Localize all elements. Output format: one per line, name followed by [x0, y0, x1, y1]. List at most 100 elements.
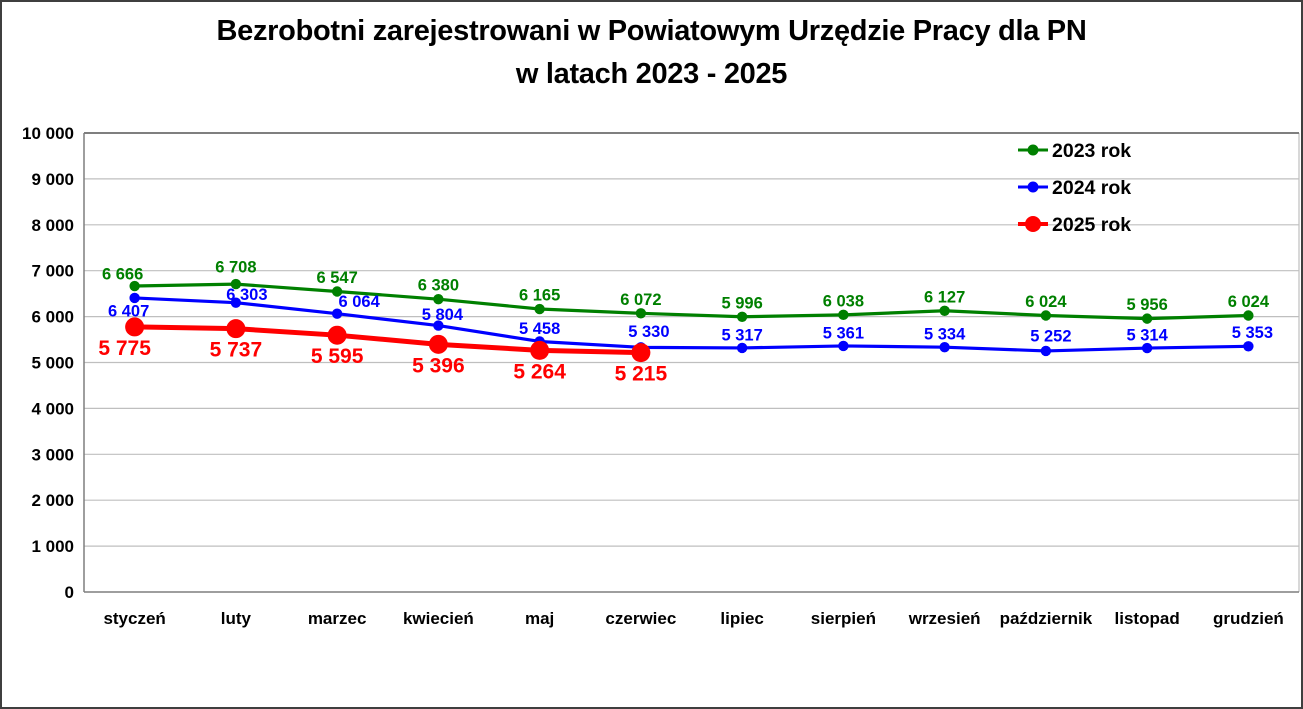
legend-marker — [1027, 181, 1039, 193]
x-category-label: kwiecień — [403, 609, 474, 628]
point-marker — [226, 319, 246, 339]
point-marker — [331, 286, 343, 297]
point-marker — [327, 325, 347, 345]
data-label: 5 996 — [721, 294, 762, 312]
data-label: 5 804 — [422, 306, 464, 324]
point-marker — [331, 308, 343, 319]
y-tick-label: 9 000 — [31, 170, 74, 189]
data-label: 6 165 — [519, 287, 560, 305]
y-tick-label: 5 000 — [31, 354, 74, 373]
legend-item-2023-rok: 2023 rok — [1018, 140, 1131, 162]
point-marker — [230, 278, 242, 290]
y-tick-label: 0 — [65, 583, 74, 602]
data-label: 5 334 — [924, 326, 966, 344]
point-marker — [939, 341, 950, 353]
point-marker — [939, 305, 950, 316]
data-label: 6 303 — [226, 286, 267, 304]
y-tick-label: 2 000 — [31, 491, 74, 510]
x-category-label: wrzesień — [908, 609, 981, 628]
legend-label: 2025 rok — [1052, 214, 1131, 236]
point-marker — [129, 280, 140, 292]
legend-item-2025-rok: 2025 rok — [1018, 214, 1131, 236]
point-marker — [635, 308, 647, 319]
series-2025-rok: 5 775 5 737 5 595 5 396 5 264 5 215 — [98, 317, 668, 386]
point-marker — [433, 293, 444, 305]
point-marker — [1141, 342, 1153, 354]
chart-title-line2: w latach 2023 - 2025 — [515, 58, 788, 90]
legend-marker — [1025, 216, 1041, 232]
legend-item-2024-rok: 2024 rok — [1018, 177, 1131, 199]
legend-label: 2023 rok — [1052, 140, 1131, 162]
y-tick-label: 1 000 — [31, 537, 74, 556]
point-marker — [1243, 341, 1254, 352]
point-marker — [534, 303, 545, 315]
point-marker — [838, 340, 849, 352]
data-label: 6 038 — [823, 292, 864, 310]
data-label: 5 595 — [311, 345, 364, 368]
data-label: 6 127 — [924, 288, 965, 306]
point-marker — [838, 309, 849, 321]
x-category-label: luty — [221, 609, 252, 628]
data-label: 5 775 — [98, 337, 151, 360]
data-label: 5 317 — [721, 326, 762, 344]
data-label: 6 380 — [418, 277, 459, 295]
data-label: 6 024 — [1025, 293, 1067, 311]
legend-marker — [1027, 144, 1039, 156]
data-label: 6 547 — [316, 269, 357, 287]
x-category-label: październik — [1000, 609, 1093, 628]
y-tick-label: 4 000 — [31, 399, 74, 418]
data-label: 5 215 — [615, 363, 668, 386]
legend-label: 2024 rok — [1052, 177, 1131, 199]
point-marker — [1040, 310, 1052, 321]
data-label: 5 353 — [1232, 324, 1273, 342]
series-line — [134, 324, 641, 356]
chart-title: Bezrobotni zarejestrowani w Powiatowym U… — [2, 10, 1301, 96]
series-2024-rok: 6 407 6 303 6 064 5 804 5 458 5 330 5 317 5 361… — [108, 286, 1273, 357]
point-marker — [125, 317, 145, 337]
data-label: 5 737 — [210, 339, 263, 362]
point-marker — [428, 334, 448, 354]
x-category-label: marzec — [308, 609, 367, 628]
x-category-label: listopad — [1115, 609, 1180, 628]
data-label: 6 666 — [102, 266, 143, 284]
point-marker — [230, 297, 242, 308]
y-tick-label: 8 000 — [31, 216, 74, 235]
data-label: 6 064 — [338, 293, 380, 311]
series-line — [134, 282, 1249, 321]
x-category-label: sierpień — [811, 609, 876, 628]
data-label: 5 956 — [1126, 296, 1167, 314]
y-tick-label: 3 000 — [31, 445, 74, 464]
point-marker — [1243, 310, 1254, 321]
point-marker — [736, 342, 748, 354]
chart-title-line1: Bezrobotni zarejestrowani w Powiatowym U… — [216, 15, 1087, 47]
x-category-label: grudzień — [1213, 609, 1284, 628]
point-marker — [129, 292, 140, 304]
data-label: 5 361 — [823, 324, 864, 342]
y-tick-label: 10 000 — [22, 124, 74, 143]
legend: 2023 rok 2024 rok 2025 rok — [1018, 140, 1131, 236]
data-label: 5 396 — [412, 354, 465, 377]
point-marker — [1141, 313, 1153, 324]
x-category-label: styczeń — [103, 609, 165, 628]
x-category-label: czerwiec — [605, 609, 676, 628]
data-label: 6 708 — [215, 259, 256, 277]
point-marker — [530, 340, 550, 360]
data-label: 5 330 — [628, 323, 669, 341]
data-label: 5 252 — [1030, 327, 1071, 345]
point-marker — [1040, 345, 1052, 357]
data-label: 6 072 — [620, 291, 661, 309]
data-label: 5 264 — [513, 360, 566, 383]
y-tick-label: 7 000 — [31, 262, 74, 281]
x-category-label: lipiec — [720, 609, 763, 628]
point-marker — [631, 343, 651, 363]
series-2023-rok: 6 666 6 708 6 547 6 380 6 165 6 072 5 996 6 038… — [102, 259, 1270, 324]
data-label: 5 458 — [519, 320, 560, 338]
x-category-label: maj — [525, 609, 554, 628]
data-label: 6 407 — [108, 302, 149, 320]
data-label: 5 314 — [1126, 327, 1168, 345]
data-label: 6 024 — [1228, 293, 1270, 311]
series-line — [134, 296, 1249, 353]
y-tick-label: 6 000 — [31, 308, 74, 327]
